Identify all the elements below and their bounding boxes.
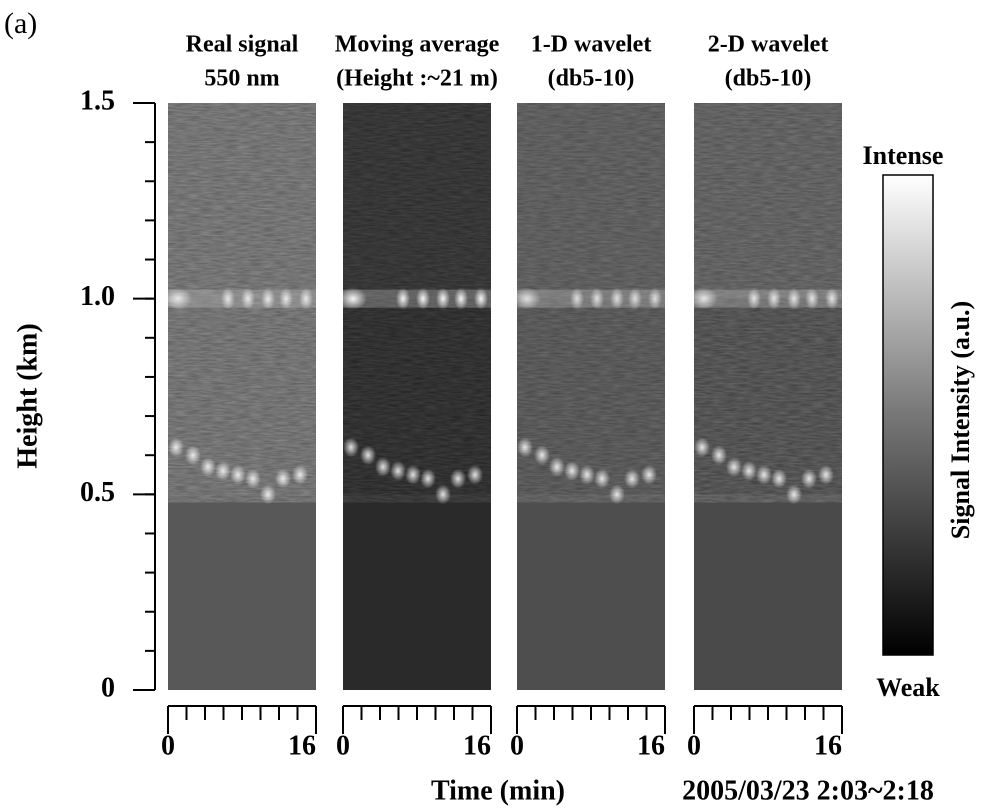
x-tick-label: 0: [161, 730, 175, 761]
y-tick-label: 0.5: [80, 477, 115, 508]
colorbar-title: Signal Intensity (a.u.): [946, 301, 975, 539]
layer-blob: [801, 468, 817, 489]
cloud-blob: [279, 287, 293, 310]
panel: [164, 103, 316, 690]
layer-blob: [534, 445, 550, 466]
panel: [690, 103, 842, 690]
date-range: 2005/03/23 2:03~2:18: [682, 775, 934, 806]
x-axis-title: Time (min): [431, 775, 565, 806]
layer-blob: [609, 484, 625, 505]
x-tick-label: 16: [463, 730, 491, 761]
layer-blob: [726, 456, 742, 477]
cloud-blob: [825, 287, 839, 310]
layer-blob: [549, 456, 565, 477]
layer-blob: [450, 468, 466, 489]
colorbar: [882, 174, 934, 656]
layer-blob: [564, 460, 580, 481]
cloud-blob: [454, 287, 468, 310]
layer-blob: [711, 445, 727, 466]
panel-title: Moving average: [335, 32, 500, 58]
cloud-blob: [787, 287, 801, 310]
layer-blob: [360, 445, 376, 466]
layer-blob: [420, 468, 436, 489]
cloud-blob: [767, 287, 781, 310]
y-axis-title: Height (km): [12, 323, 43, 468]
cloud-blob: [299, 287, 313, 310]
cloud-blob: [570, 287, 584, 310]
cloud-blob: [628, 287, 642, 310]
layer-blob: [467, 464, 483, 485]
colorbar-top: Intense: [863, 141, 944, 170]
panel-subtitle: (db5-10): [725, 66, 812, 92]
cloud-blob: [396, 287, 410, 310]
x-tick-label: 0: [510, 730, 524, 761]
panel-title: 2-D wavelet: [708, 32, 829, 58]
x-tick-label: 0: [687, 730, 701, 761]
cloud-blob: [747, 287, 761, 310]
layer-blob: [292, 464, 308, 485]
panel: [339, 103, 491, 690]
layer-blob: [818, 464, 834, 485]
cloud-blob: [474, 287, 488, 310]
layer-blob: [435, 484, 451, 505]
layer-blob: [275, 468, 291, 489]
layer-blob: [405, 464, 421, 485]
cloud-blob: [221, 287, 235, 310]
cloud-blob: [590, 287, 604, 310]
y-tick-label: 1.5: [80, 85, 115, 116]
y-tick-label: 0: [101, 672, 115, 703]
cloud-blob: [436, 287, 450, 310]
layer-blob: [756, 464, 772, 485]
layer-blob: [786, 484, 802, 505]
cloud-blob: [610, 287, 624, 310]
cloud-blob: [648, 287, 662, 310]
x-tick-label: 0: [336, 730, 350, 761]
x-tick-label: 16: [637, 730, 665, 761]
cloud-blob: [805, 287, 819, 310]
layer-blob: [594, 468, 610, 489]
panel-subtitle: 550 nm: [204, 66, 279, 92]
cloud-blob: [241, 287, 255, 310]
cloud-blob: [339, 287, 367, 310]
colorbar-bottom: Weak: [876, 673, 940, 702]
cloud-blob: [261, 287, 275, 310]
x-tick-label: 16: [288, 730, 316, 761]
y-tick-label: 1.0: [80, 281, 115, 312]
x-tick-label: 16: [814, 730, 842, 761]
layer-blob: [517, 437, 533, 458]
panel-title: Real signal: [186, 32, 299, 58]
layer-blob: [343, 437, 359, 458]
panel-label: (a): [4, 7, 37, 40]
layer-blob: [185, 445, 201, 466]
layer-blob: [215, 460, 231, 481]
layer-blob: [579, 464, 595, 485]
layer-blob: [375, 456, 391, 477]
layer-blob: [741, 460, 757, 481]
layer-blob: [771, 468, 787, 489]
layer-blob: [260, 484, 276, 505]
layer-blob: [245, 468, 261, 489]
cloud-blob: [416, 287, 430, 310]
layer-blob: [200, 456, 216, 477]
panel-subtitle: (Height :~21 m): [336, 66, 498, 92]
layer-blob: [624, 468, 640, 489]
layer-blob: [641, 464, 657, 485]
cloud-blob: [690, 287, 718, 310]
panel-title: 1-D wavelet: [531, 32, 652, 58]
layer-blob: [230, 464, 246, 485]
cloud-blob: [164, 287, 192, 310]
layer-blob: [694, 437, 710, 458]
panel: [513, 103, 665, 690]
layer-blob: [168, 437, 184, 458]
cloud-blob: [513, 287, 541, 310]
panel-subtitle: (db5-10): [548, 66, 635, 92]
layer-blob: [390, 460, 406, 481]
